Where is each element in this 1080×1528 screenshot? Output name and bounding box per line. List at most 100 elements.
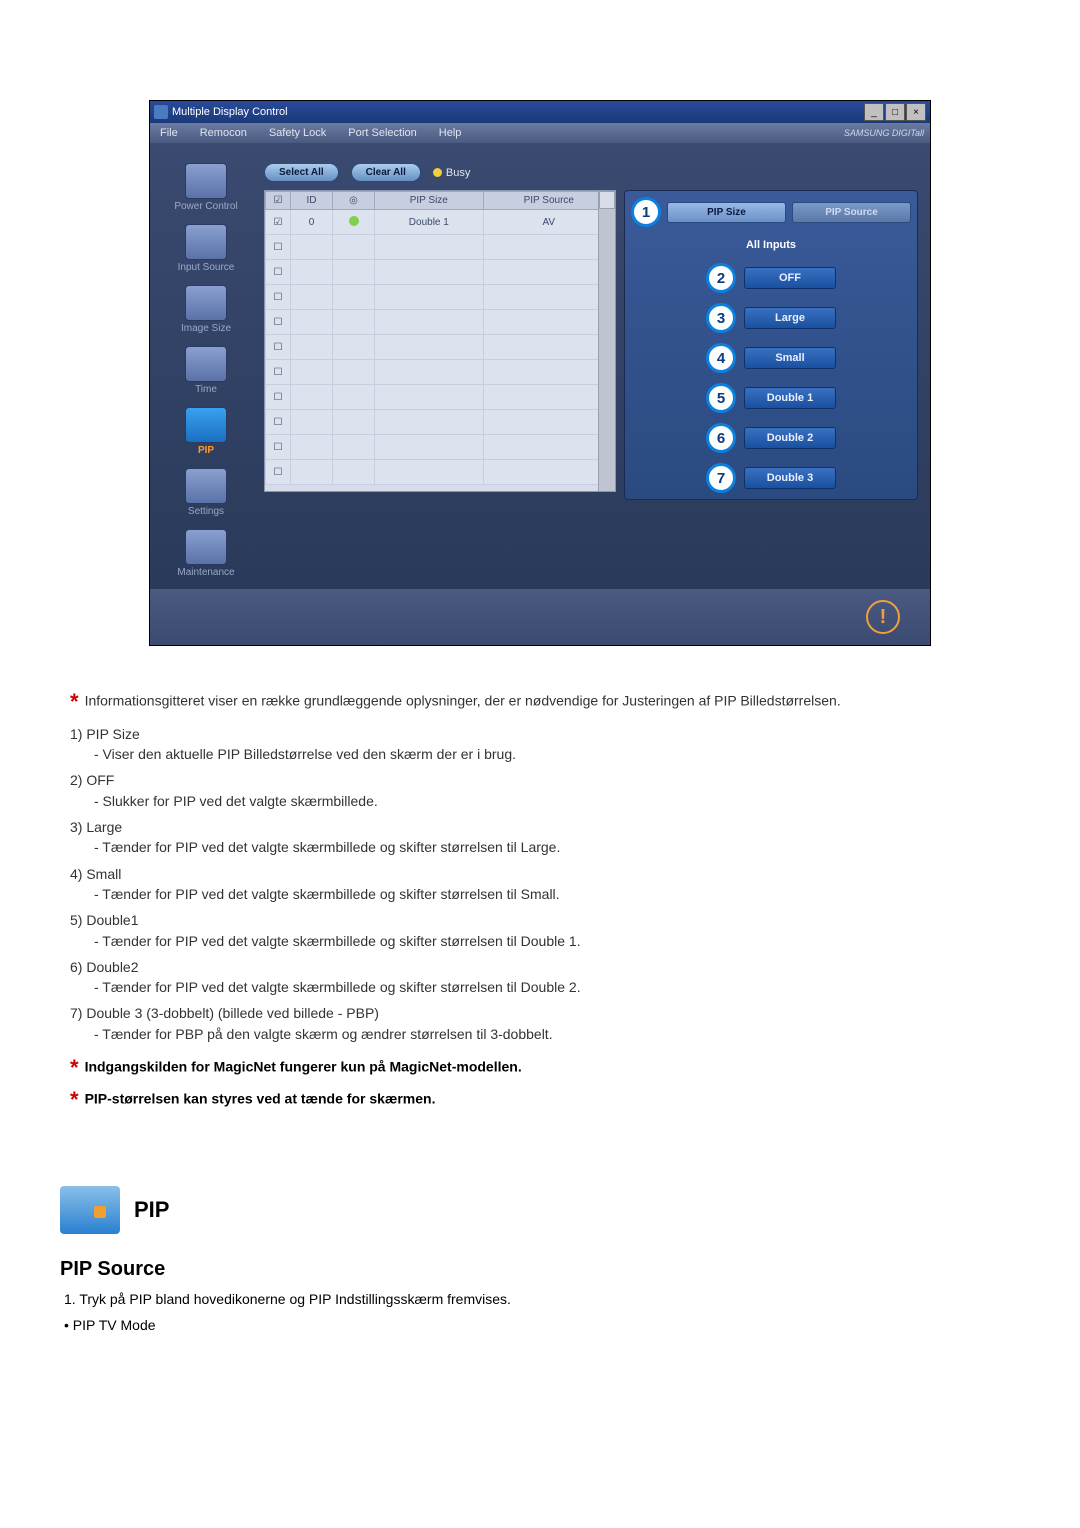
tab-pip-size[interactable]: PIP Size <box>667 202 786 223</box>
cell-size: Double 1 <box>375 210 483 235</box>
sidebar: Power Control Input Source Image Size Ti… <box>156 163 256 578</box>
star-icon: * <box>70 1055 79 1080</box>
sidebar-label: Image Size <box>162 323 250 334</box>
menu-file[interactable]: File <box>156 125 182 141</box>
item-sub: - Tænder for PBP på den valgte skærm og … <box>94 1024 1020 1044</box>
callout-6: 6 <box>706 423 736 453</box>
titlebar: Multiple Display Control _ □ × <box>150 101 930 123</box>
toolbar: Select All Clear All Busy <box>264 163 918 182</box>
cell-id: 0 <box>291 210 333 235</box>
sidebar-item-time[interactable]: Time <box>162 346 250 395</box>
section-line-2: • PIP TV Mode <box>64 1317 1020 1333</box>
table-row[interactable]: ☐ <box>266 360 615 385</box>
sidebar-label: Settings <box>162 506 250 517</box>
power-icon <box>185 163 227 199</box>
sidebar-label: Input Source <box>162 262 250 273</box>
callout-4: 4 <box>706 343 736 373</box>
sidebar-item-power-control[interactable]: Power Control <box>162 163 250 212</box>
data-grid: ☑ ID ◎ PIP Size PIP Source ☑ 0 Double 1 <box>264 190 616 492</box>
settings-icon <box>185 468 227 504</box>
item-num: 1) <box>70 726 82 742</box>
app-icon <box>154 105 168 119</box>
section-icon-title: PIP <box>134 1197 169 1223</box>
section-line-1: 1. Tryk på PIP bland hovedikonerne og PI… <box>64 1291 1020 1307</box>
sidebar-item-image-size[interactable]: Image Size <box>162 285 250 334</box>
item-num: 7) <box>70 1005 82 1021</box>
table-row[interactable]: ☐ <box>266 335 615 360</box>
option-double2[interactable]: Double 2 <box>744 427 836 449</box>
table-row[interactable]: ☐ <box>266 235 615 260</box>
table-row[interactable]: ☐ <box>266 285 615 310</box>
table-row[interactable]: ☐ <box>266 260 615 285</box>
maximize-button[interactable]: □ <box>885 103 905 121</box>
brand-label: SAMSUNG DIGITall <box>844 128 924 138</box>
section-header: PIP <box>60 1186 1020 1234</box>
option-small[interactable]: Small <box>744 347 836 369</box>
sidebar-label: PIP <box>162 445 250 456</box>
menu-port-selection[interactable]: Port Selection <box>344 125 420 141</box>
item-title: Double 3 (3-dobbelt) (billede ved billed… <box>86 1005 379 1021</box>
maintenance-icon <box>185 529 227 565</box>
menu-remocon[interactable]: Remocon <box>196 125 251 141</box>
table-row[interactable]: ☐ <box>266 410 615 435</box>
option-double1[interactable]: Double 1 <box>744 387 836 409</box>
time-icon <box>185 346 227 382</box>
vertical-scrollbar[interactable] <box>598 191 615 491</box>
select-all-button[interactable]: Select All <box>264 163 339 182</box>
table-row[interactable]: ☐ <box>266 435 615 460</box>
clear-all-button[interactable]: Clear All <box>351 163 421 182</box>
table-row[interactable]: ☑ 0 Double 1 AV <box>266 210 615 235</box>
tab-pip-source[interactable]: PIP Source <box>792 202 911 223</box>
item-sub: - Tænder for PIP ved det valgte skærmbil… <box>94 837 1020 857</box>
option-double3[interactable]: Double 3 <box>744 467 836 489</box>
item-title: Double2 <box>86 959 138 975</box>
sidebar-item-settings[interactable]: Settings <box>162 468 250 517</box>
sidebar-item-pip[interactable]: PIP <box>162 407 250 456</box>
col-pip-size: PIP Size <box>375 192 483 210</box>
col-pip-source: PIP Source <box>483 192 614 210</box>
page-root: Multiple Display Control _ □ × File Remo… <box>0 0 1080 1403</box>
item-title: Large <box>86 819 122 835</box>
item-title: Double1 <box>86 912 138 928</box>
item-sub: - Tænder for PIP ved det valgte skærmbil… <box>94 977 1020 997</box>
cell-status <box>333 210 375 235</box>
sidebar-label: Power Control <box>162 201 250 212</box>
busy-dot-icon <box>433 168 442 177</box>
col-checkbox[interactable]: ☑ <box>266 192 291 210</box>
note-1: Indgangskilden for MagicNet fungerer kun… <box>85 1059 522 1075</box>
note-2: PIP-størrelsen kan styres ved at tænde f… <box>85 1091 436 1107</box>
table-row[interactable]: ☐ <box>266 385 615 410</box>
callout-3: 3 <box>706 303 736 333</box>
minimize-button[interactable]: _ <box>864 103 884 121</box>
app-window: Multiple Display Control _ □ × File Remo… <box>149 100 931 646</box>
item-sub: - Tænder for PIP ved det valgte skærmbil… <box>94 884 1020 904</box>
item-num: 3) <box>70 819 82 835</box>
window-title: Multiple Display Control <box>172 106 288 118</box>
item-num: 2) <box>70 772 82 788</box>
close-button[interactable]: × <box>906 103 926 121</box>
callout-2: 2 <box>706 263 736 293</box>
callout-7: 7 <box>706 463 736 493</box>
col-status: ◎ <box>333 192 375 210</box>
sidebar-item-input-source[interactable]: Input Source <box>162 224 250 273</box>
scroll-up-icon[interactable] <box>599 191 615 209</box>
item-title: PIP Size <box>86 726 139 742</box>
table-row[interactable]: ☐ <box>266 460 615 485</box>
option-off[interactable]: OFF <box>744 267 836 289</box>
menubar: File Remocon Safety Lock Port Selection … <box>150 123 930 143</box>
section-heading: PIP Source <box>60 1258 1020 1281</box>
row-checkbox[interactable]: ☑ <box>266 210 291 235</box>
option-large[interactable]: Large <box>744 307 836 329</box>
cell-source: AV <box>483 210 614 235</box>
sidebar-item-maintenance[interactable]: Maintenance <box>162 529 250 578</box>
description-block: *Informationsgitteret viser en række gru… <box>70 686 1020 1116</box>
item-sub: - Tænder for PIP ved det valgte skærmbil… <box>94 931 1020 951</box>
menu-help[interactable]: Help <box>435 125 466 141</box>
panel-heading: All Inputs <box>631 237 911 253</box>
pip-icon <box>185 407 227 443</box>
table-row[interactable]: ☐ <box>266 310 615 335</box>
menu-safety-lock[interactable]: Safety Lock <box>265 125 330 141</box>
alert-icon: ! <box>866 600 900 634</box>
busy-indicator: Busy <box>433 167 470 179</box>
options-panel: 1 PIP Size PIP Source All Inputs 2OFF 3L… <box>624 190 918 500</box>
